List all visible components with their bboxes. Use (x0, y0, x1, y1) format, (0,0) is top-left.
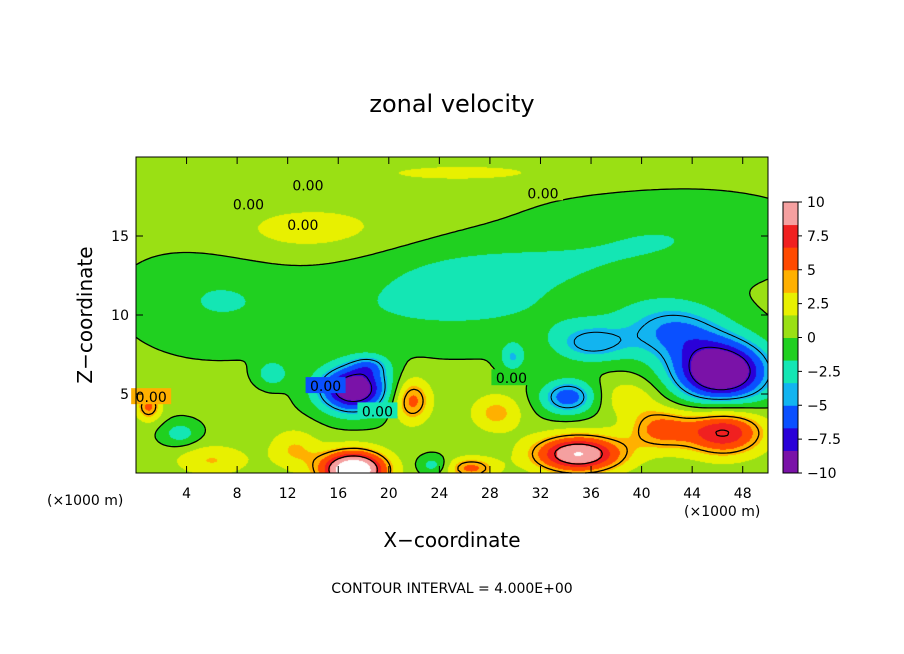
x-tick-label: 8 (233, 486, 242, 502)
colorbar-swatch (783, 224, 798, 248)
x-tick-label: 4 (182, 486, 191, 502)
x-tick-label: 40 (633, 486, 651, 502)
x-unit-right: (×1000 m) (684, 504, 760, 520)
x-tick-label: 12 (279, 486, 297, 502)
colorbar-tick-label: 5 (807, 263, 816, 279)
colorbar-swatch (783, 405, 798, 429)
colorbar-swatch (783, 360, 798, 384)
y-tick-label: 5 (120, 387, 129, 403)
contour-label: 0.00 (136, 390, 167, 406)
y-tick-label: 10 (111, 308, 129, 324)
colorbar-tick-label: 10 (807, 195, 825, 211)
colorbar-swatch (783, 247, 798, 271)
contour-label: 0.00 (527, 186, 558, 202)
contour-lines (135, 188, 769, 474)
colorbar-tick-label: −5 (807, 398, 828, 414)
contour-label-bg (282, 215, 323, 232)
y-axis: 5 10 15 (111, 229, 768, 403)
x-tick-label: 28 (481, 486, 499, 502)
plot-area: 0.00 0.00 0.00 0.00 0.00 0.00 0.00 0.00 (131, 156, 769, 474)
contour-label-bg (523, 184, 564, 201)
x-tick-label: 44 (683, 486, 701, 502)
colorbar-swatch (783, 450, 798, 474)
colorbar-swatch (783, 269, 798, 293)
contour-negative-4 (319, 314, 769, 413)
contour-label-bg (491, 369, 532, 386)
x-unit-left: (×1000 m) (47, 493, 123, 509)
colorbar-tick-label: 2.5 (807, 297, 829, 313)
colorbar-swatch (783, 427, 798, 451)
x-tick-label: 36 (582, 486, 600, 502)
contour-label-bg (131, 388, 172, 405)
contour-label: 0.00 (310, 379, 341, 395)
colorbar-tick-label: −2.5 (807, 364, 841, 380)
x-tick-label: 48 (734, 486, 752, 502)
colorbar-swatch (783, 202, 798, 226)
colorbar-tick-label: 7.5 (807, 229, 829, 245)
colorbar-tick-label: −10 (807, 466, 837, 482)
x-tick-label: 32 (532, 486, 550, 502)
contour-label-bg (287, 176, 328, 193)
contour-label: 0.00 (292, 178, 323, 194)
colorbar-swatch (783, 337, 798, 361)
colorbar-swatch (783, 314, 798, 338)
y-axis-label: Z−coordinate (73, 246, 97, 383)
contour-label: 0.00 (287, 218, 318, 234)
x-tick-label: 16 (329, 486, 347, 502)
x-axis: 4 8 12 16 20 24 28 32 36 40 44 48 (182, 157, 752, 502)
contour-label: 0.00 (496, 371, 527, 387)
x-axis-label: X−coordinate (383, 528, 520, 552)
y-tick-label: 15 (111, 229, 129, 245)
contour-positive-4 (140, 388, 760, 474)
contour-label: 0.00 (233, 197, 264, 213)
contour-label-bg (228, 195, 269, 212)
contour-label: 0.00 (362, 404, 393, 420)
contour-label-bg (357, 402, 398, 419)
contour-interval-text: CONTOUR INTERVAL = 4.000E+00 (331, 581, 572, 597)
colorbar-tick-label: 0 (807, 331, 816, 347)
contour-positive-8 (328, 429, 730, 474)
colorbar-swatch (783, 382, 798, 406)
colorbar-tick-label: −7.5 (807, 432, 841, 448)
chart-title: zonal velocity (369, 90, 534, 118)
contour-labels: 0.00 0.00 0.00 0.00 0.00 0.00 0.00 0.00 (131, 176, 564, 420)
x-tick-label: 20 (380, 486, 398, 502)
colorbar-swatch (783, 292, 798, 316)
x-tick-label: 24 (430, 486, 448, 502)
colorbar: 10 7.5 5 2.5 0 −2.5 −5 −7.5 −10 (782, 195, 841, 482)
contour-label-bg (305, 377, 346, 394)
